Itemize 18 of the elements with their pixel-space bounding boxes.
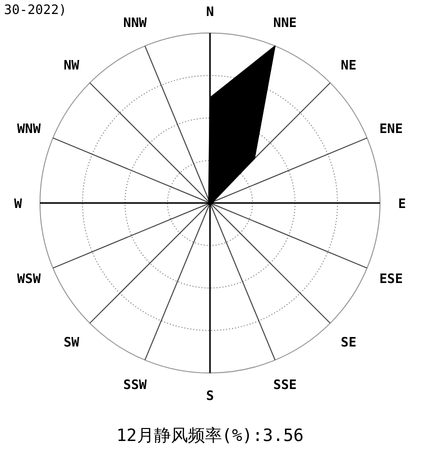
spoke-label: SE <box>340 336 356 351</box>
spoke-label: NE <box>340 58 356 74</box>
spoke-label: S <box>206 389 214 404</box>
spoke-label: SSW <box>123 378 147 394</box>
spoke-label: NW <box>64 58 80 74</box>
spoke-label: ENE <box>379 122 403 137</box>
spoke-label: WSW <box>17 272 41 288</box>
spoke-label: N <box>206 5 214 20</box>
spoke-label: E <box>398 197 406 212</box>
spoke-label: ESE <box>379 272 403 288</box>
spoke-label: SSE <box>273 378 297 394</box>
spoke-label: NNW <box>123 16 147 31</box>
spoke-label: NNE <box>273 16 297 31</box>
spoke-label: SW <box>64 336 80 351</box>
text: 12月静风频率(%):3.56 <box>116 426 304 446</box>
spoke-label: WNW <box>17 122 41 137</box>
spoke-label: W <box>14 197 22 212</box>
chart-subtitle: 30-2022) <box>4 3 67 18</box>
